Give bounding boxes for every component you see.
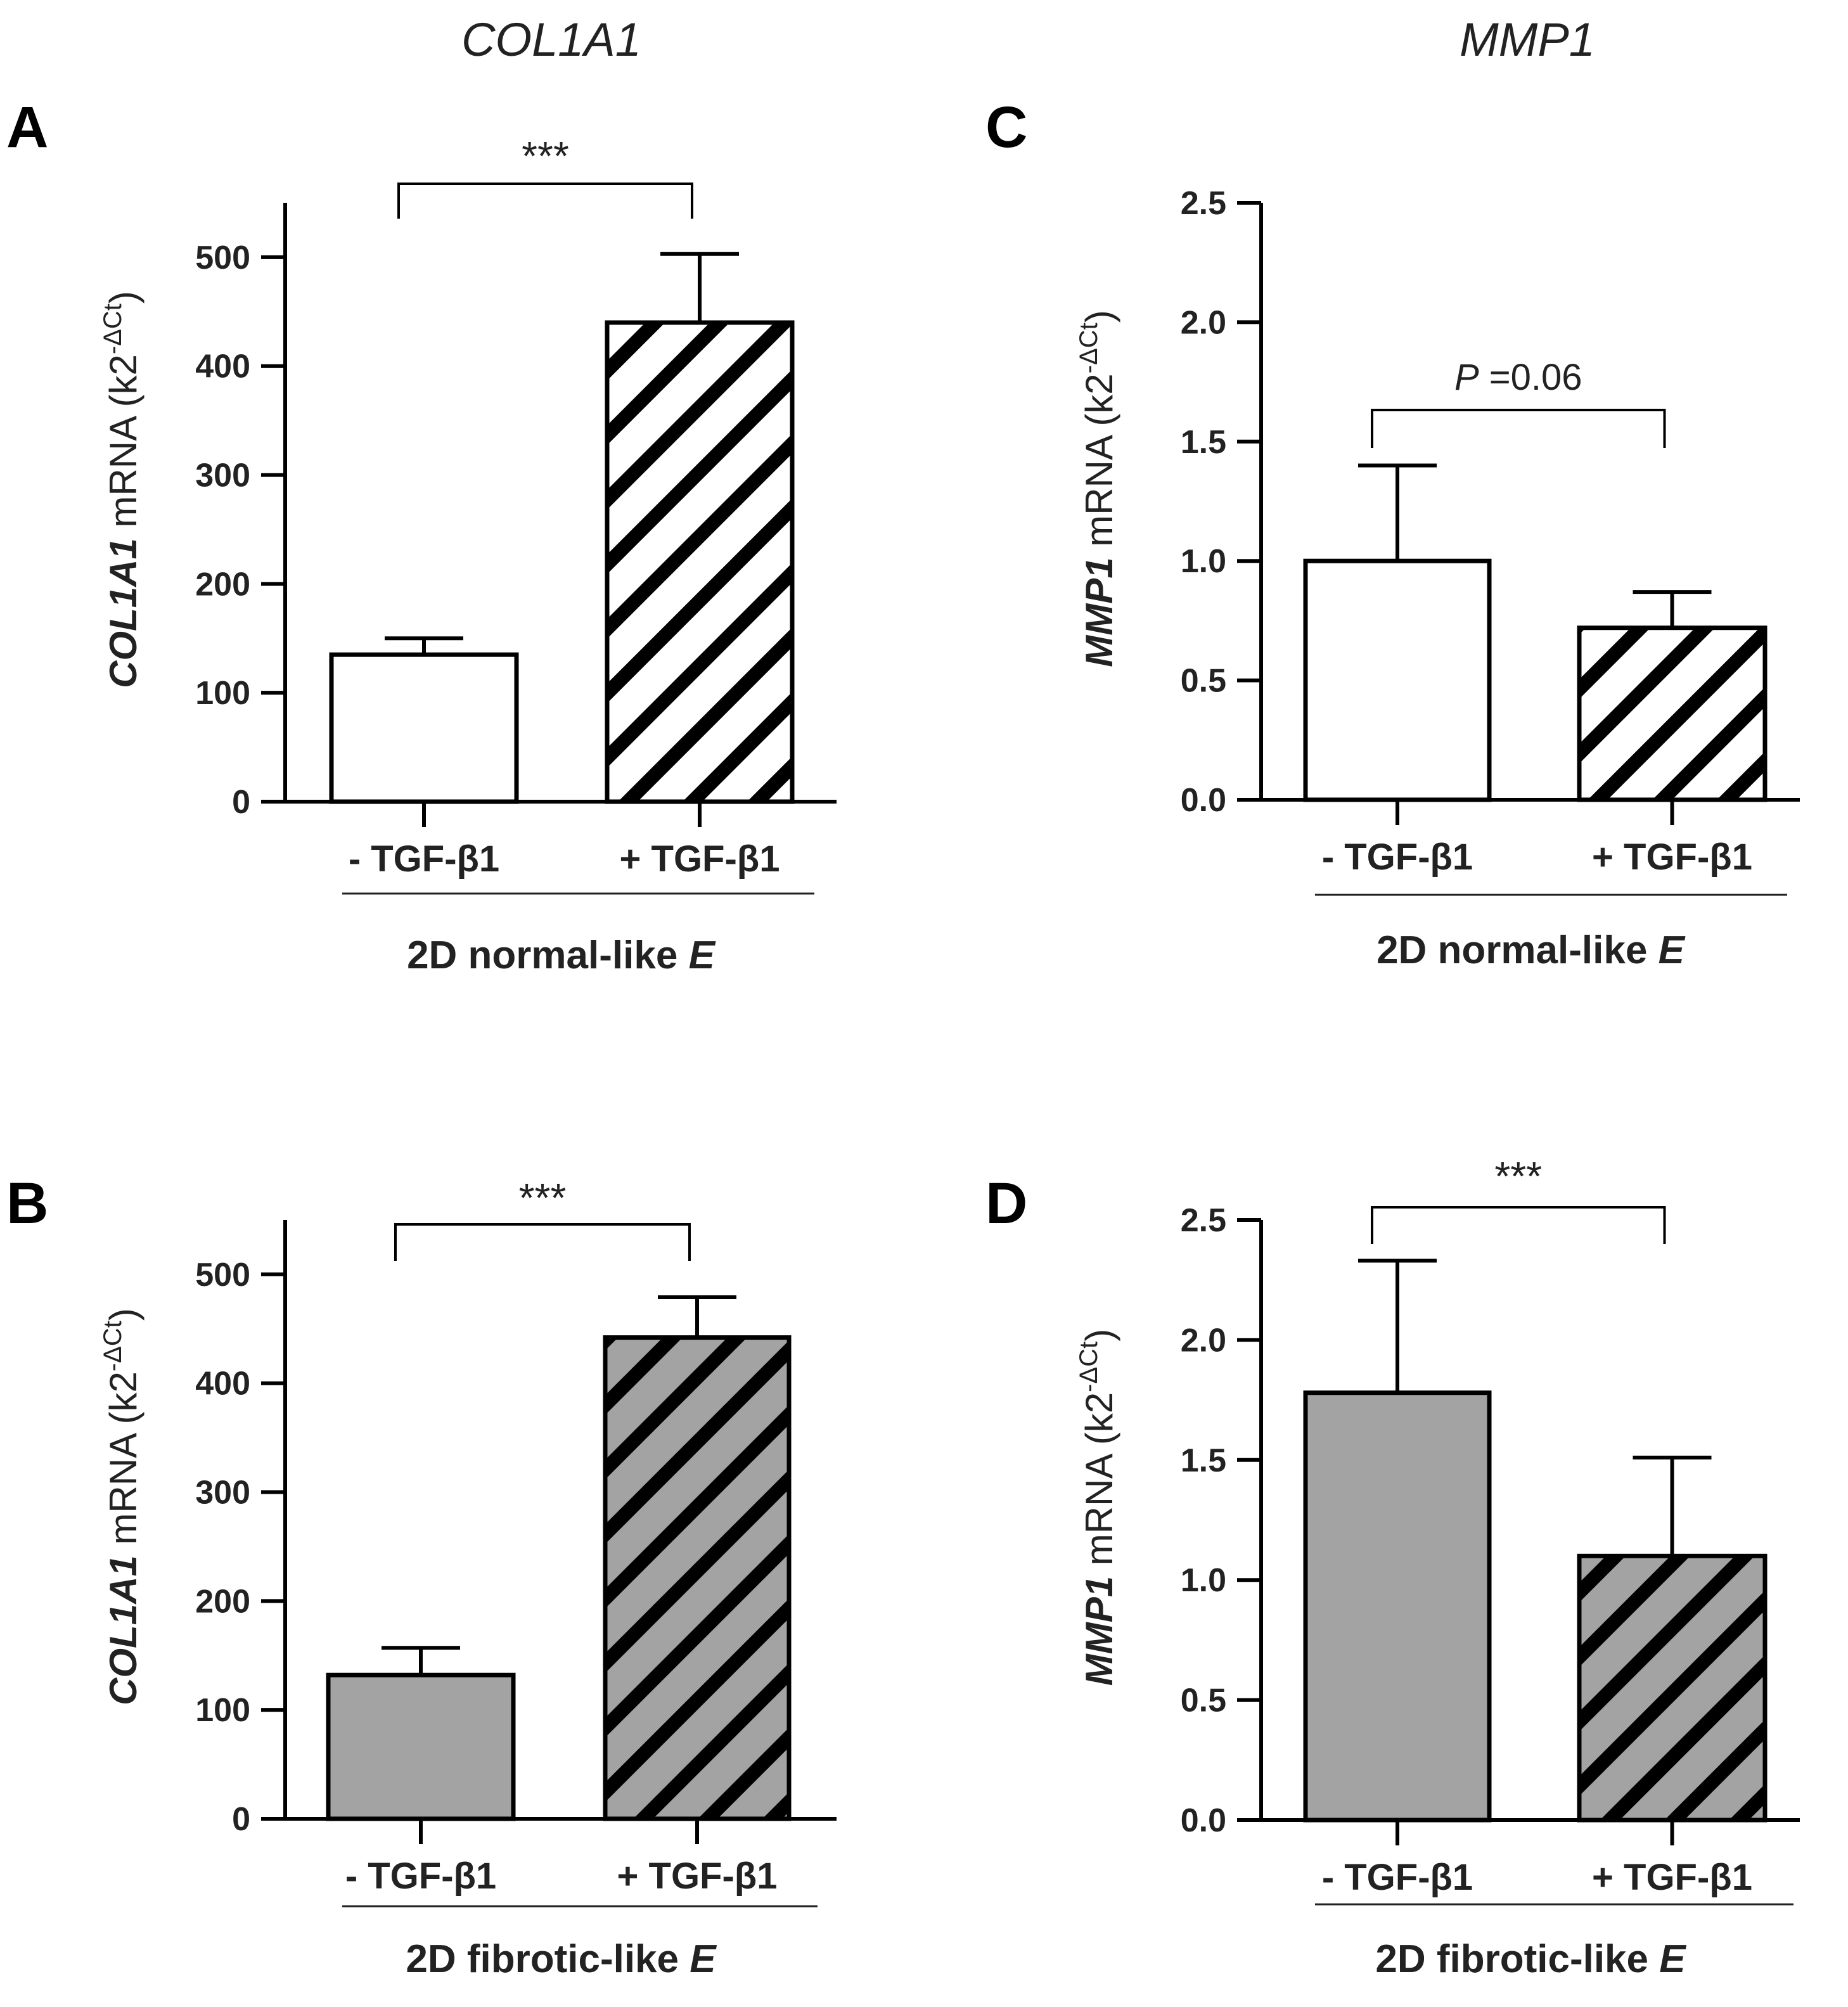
y-tick-label: 400 xyxy=(195,349,250,385)
y-tick-label: 2.5 xyxy=(1181,185,1226,222)
category-label: - TGF-β1 xyxy=(1322,1857,1473,1898)
panel-letter: B xyxy=(6,1171,48,1236)
significance-bracket xyxy=(1371,409,1666,448)
panel-letter: D xyxy=(985,1171,1027,1236)
category-label: + TGF-β1 xyxy=(1592,837,1752,878)
y-axis-label: COL1A1 mRNA (k2-ΔCt) xyxy=(99,291,144,688)
y-tick-label: 400 xyxy=(195,1366,250,1402)
y-tick-label: 2.0 xyxy=(1181,304,1226,341)
y-tick-label: 1.0 xyxy=(1181,543,1226,580)
y-tick-label: 0.5 xyxy=(1181,663,1226,700)
y-tick-label: 0.0 xyxy=(1181,782,1226,819)
y-tick-label: 0 xyxy=(232,1801,250,1838)
panel-a: A 0 100 200 300 400 500 COL1A1 mRNA (k2-ΔCt) - T… xyxy=(6,95,837,977)
y-tick-label: 100 xyxy=(195,675,250,712)
y-axis-label: COL1A1 mRNA (k2-ΔCt) xyxy=(99,1308,144,1705)
y-tick-label: 100 xyxy=(195,1692,250,1729)
y-tick-label: 2.5 xyxy=(1181,1202,1226,1239)
y-tick-label: 1.0 xyxy=(1181,1562,1226,1599)
y-tick-label: 1.5 xyxy=(1181,1442,1226,1479)
y-tick-label: 300 xyxy=(195,458,250,494)
panel-b: B 0 100 200 300 400 500 COL1A1 mRNA (k2-ΔCt) - T… xyxy=(6,1171,837,1981)
column-title-mmp1: MMP1 xyxy=(1460,13,1595,66)
bar xyxy=(1577,1553,1768,1823)
category-label: + TGF-β1 xyxy=(617,1856,778,1897)
bar xyxy=(1303,1390,1492,1823)
y-tick-label: 1.5 xyxy=(1181,424,1226,461)
y-tick-label: 200 xyxy=(195,1583,250,1620)
group-label: 2D fibrotic-like E xyxy=(406,1937,717,1981)
y-tick-label: 500 xyxy=(195,1257,250,1293)
significance-bracket xyxy=(394,1223,691,1261)
bar xyxy=(1577,625,1768,802)
bar xyxy=(1303,558,1492,802)
bar xyxy=(605,320,795,804)
significance-label: *** xyxy=(519,1175,567,1221)
y-axis-label: MMP1 mRNA (k2-ΔCt) xyxy=(1075,310,1120,667)
significance-bracket xyxy=(1371,1206,1666,1244)
category-label: + TGF-β1 xyxy=(620,838,780,880)
y-tick-label: 200 xyxy=(195,566,250,603)
y-tick-label: 500 xyxy=(195,240,250,276)
y-axis-label: MMP1 mRNA (k2-ΔCt) xyxy=(1075,1329,1120,1686)
bar xyxy=(603,1335,792,1821)
panel-d: D 0.0 0.5 1.0 1.5 2.0 2.5 MMP1 mRNA (k2-ΔCt) - T… xyxy=(985,1153,1800,1981)
y-tick-label: 0 xyxy=(232,784,250,821)
significance-label: *** xyxy=(522,133,569,179)
y-tick-label: 0.0 xyxy=(1181,1802,1226,1839)
group-label: 2D fibrotic-like E xyxy=(1375,1937,1686,1981)
group-label: 2D normal-like E xyxy=(1376,928,1685,972)
panel-letter: C xyxy=(985,95,1027,160)
panel-letter: A xyxy=(6,95,48,160)
bar xyxy=(326,1672,516,1821)
y-tick-label: 300 xyxy=(195,1475,250,1511)
column-title-col1a1: COL1A1 xyxy=(461,13,641,66)
y-tick-label: 0.5 xyxy=(1181,1683,1226,1719)
significance-label: *** xyxy=(1494,1153,1542,1199)
significance-bracket xyxy=(397,183,693,219)
significance-label: P =0.06 xyxy=(1454,357,1582,398)
panel-c: C 0.0 0.5 1.0 1.5 2.0 2.5 MMP1 mRNA (k2-ΔCt) - T… xyxy=(985,95,1800,972)
y-tick-label: 2.0 xyxy=(1181,1322,1226,1359)
bar xyxy=(329,652,519,804)
category-label: - TGF-β1 xyxy=(349,838,499,880)
category-label: - TGF-β1 xyxy=(345,1856,496,1897)
category-label: + TGF-β1 xyxy=(1592,1857,1752,1898)
category-label: - TGF-β1 xyxy=(1322,837,1473,878)
group-label: 2D normal-like E xyxy=(407,933,715,977)
